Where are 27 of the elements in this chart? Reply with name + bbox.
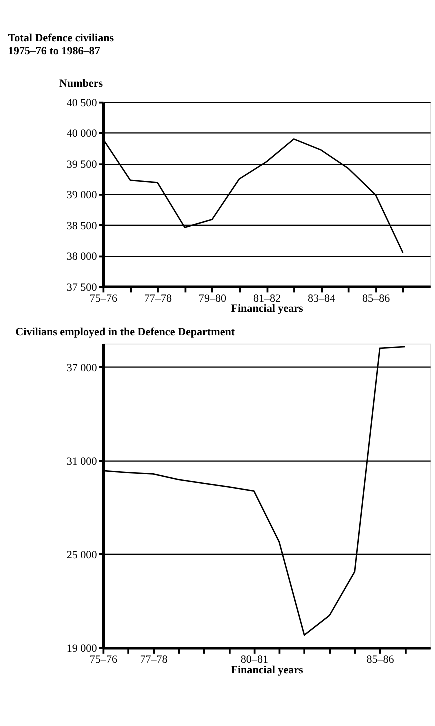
x-axis-title: Financial years — [231, 303, 304, 316]
x-tick-label: 80–81 — [240, 654, 268, 666]
y-tick-label: 37 500 — [66, 282, 98, 294]
x-tick-label: 75–76 — [90, 292, 118, 305]
y-tick-label: 37 000 — [66, 362, 98, 374]
x-tick-label: 75–76 — [90, 654, 118, 666]
y-tick-label: 39 000 — [66, 190, 98, 202]
y-tick-label: 40 000 — [66, 128, 98, 140]
y-tick-label: 19 000 — [66, 643, 98, 656]
x-tick-label: 77–78 — [140, 654, 168, 666]
y-axis-title: Numbers — [59, 78, 104, 90]
chart-title: Civilians employed in the Defence Department — [16, 326, 236, 339]
y-tick-label: 31 000 — [66, 456, 98, 468]
x-tick-label: 81–82 — [253, 292, 282, 305]
y-tick-label: 25 000 — [66, 550, 98, 562]
x-tick-label: 77–78 — [144, 292, 172, 305]
y-tick-label: 38 500 — [66, 220, 98, 232]
x-tick-label: 85–86 — [366, 654, 395, 666]
x-tick-label: 83–84 — [308, 292, 336, 305]
text: Total Defence civilians — [8, 32, 114, 45]
x-tick-label: 79–80 — [198, 292, 228, 305]
x-axis-title: Financial years — [231, 664, 304, 676]
x-tick-label: 85–86 — [362, 292, 391, 305]
y-tick-label: 38 000 — [66, 251, 98, 264]
text: 1975–76 to 1986–87 — [8, 45, 100, 58]
y-tick-label: 40 500 — [66, 98, 98, 110]
y-tick-label: 39 500 — [66, 158, 98, 171]
